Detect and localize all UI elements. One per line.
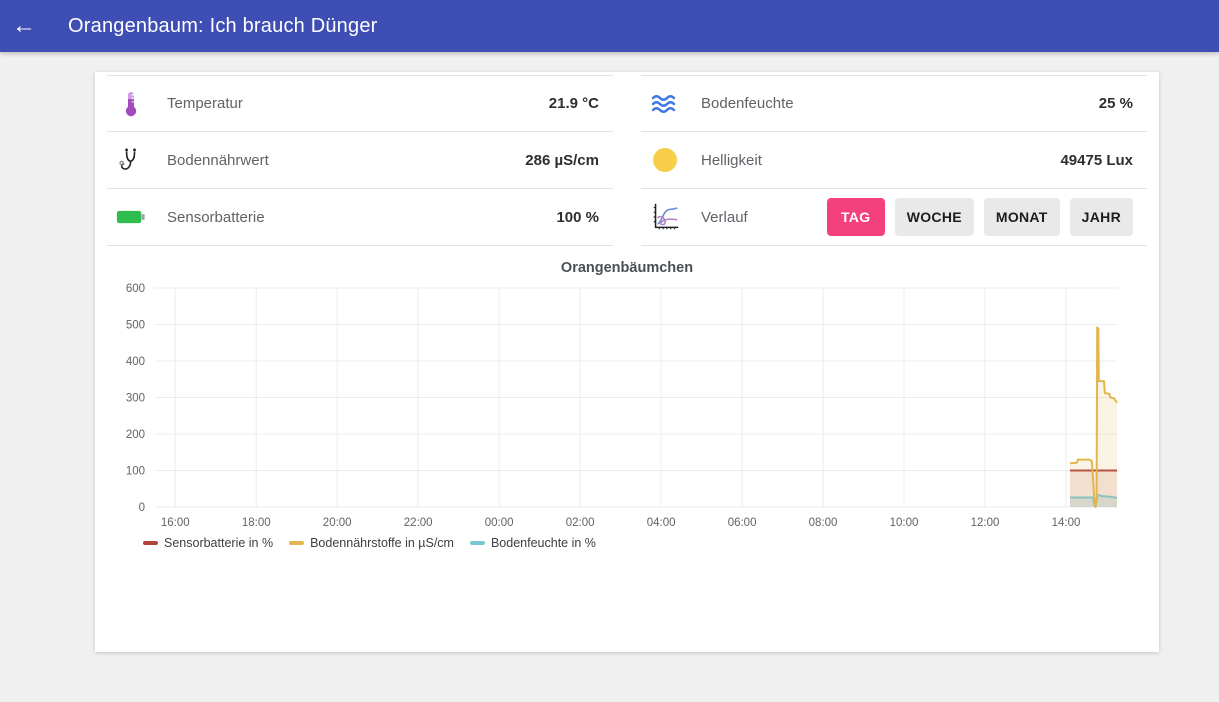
sensor-value: 100 % (556, 208, 599, 226)
history-range-buttons: TAG WOCHE MONAT JAHR (826, 198, 1133, 236)
sensor-row-temperature: Temperatur 21.9 °C (107, 75, 613, 132)
range-button-woche[interactable]: WOCHE (894, 198, 974, 236)
svg-text:14:00: 14:00 (1052, 517, 1081, 529)
svg-text:06:00: 06:00 (728, 517, 757, 529)
page-title: Orangenbaum: Ich brauch Dünger (68, 14, 378, 37)
app-bar: ← Orangenbaum: Ich brauch Dünger (0, 0, 1219, 52)
legend-swatch (289, 541, 305, 545)
stethoscope-icon (113, 142, 149, 178)
sensor-row-soil-nutrient: Bodennährwert 286 µS/cm (107, 132, 613, 189)
range-button-monat[interactable]: MONAT (983, 198, 1060, 236)
line-chart-icon (647, 199, 683, 235)
svg-text:0: 0 (139, 502, 145, 514)
svg-text:100: 100 (126, 466, 145, 478)
sensor-row-battery: Sensorbatterie 100 % (107, 189, 613, 246)
range-button-tag[interactable]: TAG (826, 198, 885, 236)
svg-text:18:00: 18:00 (242, 517, 271, 529)
sensor-label: Verlauf (701, 208, 748, 226)
svg-text:12:00: 12:00 (971, 517, 1000, 529)
chart-title: Orangenbäumchen (560, 260, 694, 276)
svg-text:10:00: 10:00 (890, 517, 919, 529)
svg-text:00:00: 00:00 (485, 517, 514, 529)
svg-text:500: 500 (126, 320, 145, 332)
range-button-jahr[interactable]: JAHR (1069, 198, 1133, 236)
legend-item: Bodenfeuchte in % (469, 536, 596, 550)
svg-text:200: 200 (126, 429, 145, 441)
sensor-row-brightness: Helligkeit 49475 Lux (641, 132, 1147, 189)
svg-text:04:00: 04:00 (647, 517, 676, 529)
sensor-label: Sensorbatterie (167, 208, 265, 226)
legend-item: Bodennährstoffe in µS/cm (289, 536, 454, 550)
sensor-value: 49475 Lux (1060, 151, 1133, 169)
sun-icon (647, 142, 683, 178)
svg-text:300: 300 (126, 393, 145, 405)
history-line-chart: 0 100 200 300 400 500 600 16:00 18:00 20:00 22:00 0… (126, 283, 1118, 529)
sensor-label: Temperatur (167, 95, 243, 112)
plant-detail-card: Temperatur 21.9 °C Bodennährwert 286 µS/… (95, 72, 1159, 652)
svg-text:600: 600 (126, 283, 145, 295)
sensor-value: 286 µS/cm (525, 151, 599, 169)
svg-text:08:00: 08:00 (809, 517, 838, 529)
sensor-row-soil-moisture: Bodenfeuchte 25 % (641, 75, 1147, 132)
svg-text:02:00: 02:00 (566, 517, 595, 529)
history-chart-section: Orangenbäumchen 0 100 200 300 400 500 600 16:00… (107, 246, 1147, 550)
svg-text:400: 400 (126, 356, 145, 368)
sensor-label: Helligkeit (701, 151, 762, 169)
svg-text:22:00: 22:00 (404, 517, 433, 529)
sensor-label: Bodenfeuchte (701, 95, 794, 112)
sensor-value: 21.9 °C (548, 95, 599, 112)
legend-label: Bodenfeuchte in % (490, 536, 596, 550)
sensor-label: Bodennährwert (167, 151, 269, 169)
svg-text:16:00: 16:00 (161, 517, 190, 529)
legend-label: Sensorbatterie in % (164, 536, 274, 550)
legend-label: Bodennährstoffe in µS/cm (310, 536, 454, 550)
back-arrow-icon[interactable]: ← (0, 0, 48, 52)
thermometer-icon (113, 86, 149, 122)
sensor-row-history: Verlauf TAG WOCHE MONAT JAHR (641, 189, 1147, 246)
chart-legend: Sensorbatterie in % Bodennährstoffe in µS… (143, 536, 1147, 550)
battery-icon (113, 199, 149, 235)
sensor-value: 25 % (1098, 95, 1133, 112)
svg-text:20:00: 20:00 (323, 517, 352, 529)
water-waves-icon (647, 86, 683, 122)
sensor-column-right: Bodenfeuchte 25 % Helligkeit 49475 Lux (641, 75, 1147, 246)
sensor-grid: Temperatur 21.9 °C Bodennährwert 286 µS/… (107, 75, 1147, 246)
sensor-column-left: Temperatur 21.9 °C Bodennährwert 286 µS/… (107, 75, 613, 246)
legend-swatch (469, 541, 485, 545)
legend-swatch (143, 541, 158, 545)
legend-item: Sensorbatterie in % (143, 536, 273, 550)
